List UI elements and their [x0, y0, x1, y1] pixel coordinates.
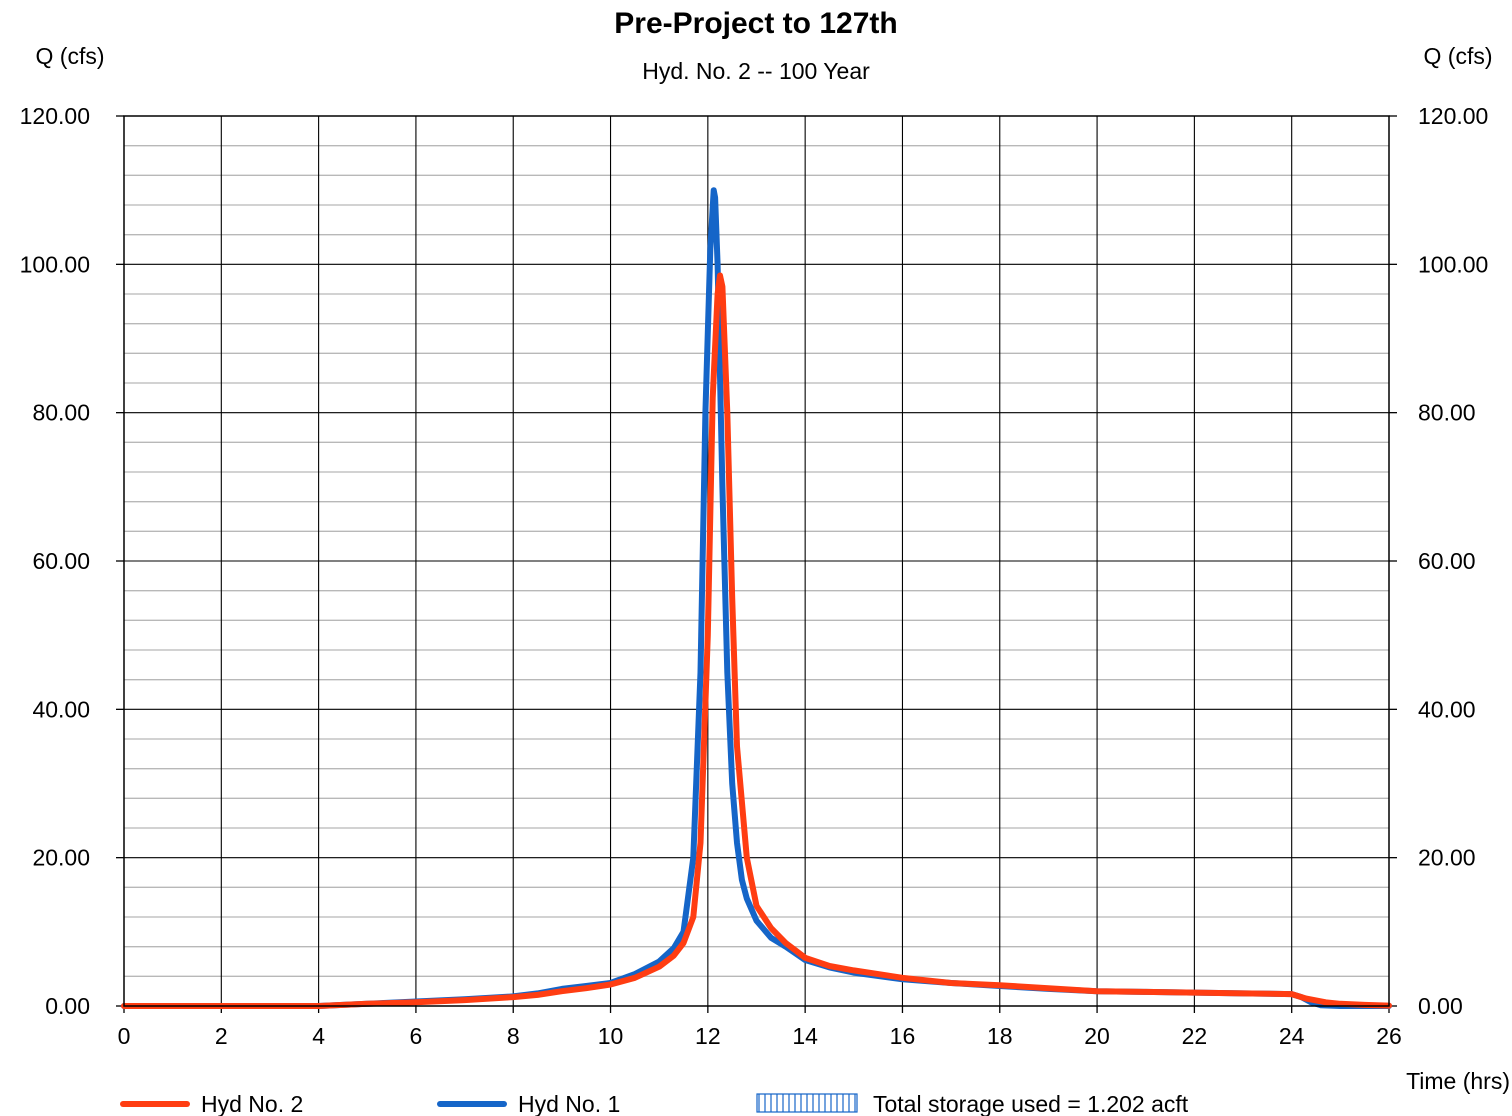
- series-line-hyd-no-2: [121, 272, 1392, 1009]
- y-axis-label-left: Q (cfs): [36, 43, 105, 69]
- y-tick-label-right: 100.00: [1418, 251, 1488, 277]
- storage-hatch-swatch: [756, 1093, 858, 1113]
- y-tick-label-right: 60.00: [1418, 548, 1476, 574]
- grid: [124, 116, 1389, 1006]
- y-axis-label-right: Q (cfs): [1424, 43, 1493, 69]
- x-tick-label: 2: [215, 1023, 228, 1049]
- y-tick-label-left: 80.00: [32, 400, 90, 426]
- x-tick-label: 4: [312, 1023, 325, 1049]
- legend: Hyd No. 2 Hyd No. 1 Total storage used =…: [120, 1091, 1189, 1116]
- y-tick-label-right: 120.00: [1418, 103, 1488, 129]
- y-tick-label-right: 0.00: [1418, 993, 1463, 1019]
- y-tick-label-left: 0.00: [45, 993, 90, 1019]
- x-tick-label: 14: [792, 1023, 818, 1049]
- chart-title: Pre-Project to 127th: [614, 7, 897, 40]
- storage-used-text: Total storage used = 1.202 acft: [873, 1091, 1189, 1116]
- x-tick-label: 0: [118, 1023, 131, 1049]
- y-tick-label-right: 40.00: [1418, 696, 1476, 722]
- x-tick-label: 20: [1084, 1023, 1110, 1049]
- x-tick-label: 26: [1376, 1023, 1402, 1049]
- chart-subtitle: Hyd. No. 2 -- 100 Year: [642, 58, 870, 84]
- x-tick-label: 22: [1182, 1023, 1208, 1049]
- x-axis-label: Time (hrs): [1406, 1068, 1510, 1094]
- y-tick-label-left: 20.00: [32, 845, 90, 871]
- x-tick-label: 8: [507, 1023, 520, 1049]
- y-tick-label-left: 120.00: [20, 103, 90, 129]
- legend-label-hyd-1: Hyd No. 1: [518, 1091, 620, 1116]
- x-tick-label: 12: [695, 1023, 721, 1049]
- y-tick-label-right: 80.00: [1418, 400, 1476, 426]
- plot-frame: [123, 115, 1390, 1007]
- x-tick-label: 18: [987, 1023, 1013, 1049]
- y-tick-label-left: 100.00: [20, 251, 90, 277]
- x-tick-label: 24: [1279, 1023, 1305, 1049]
- x-tick-label: 10: [598, 1023, 624, 1049]
- y-tick-label-left: 40.00: [32, 696, 90, 722]
- x-tick-label: 16: [890, 1023, 916, 1049]
- series-lines: [121, 187, 1392, 1009]
- y-tick-label-left: 60.00: [32, 548, 90, 574]
- y-tick-label-right: 20.00: [1418, 845, 1476, 871]
- series-line-hyd-no-1: [121, 187, 1392, 1009]
- legend-label-hyd-2: Hyd No. 2: [201, 1091, 303, 1116]
- x-tick-label: 6: [410, 1023, 423, 1049]
